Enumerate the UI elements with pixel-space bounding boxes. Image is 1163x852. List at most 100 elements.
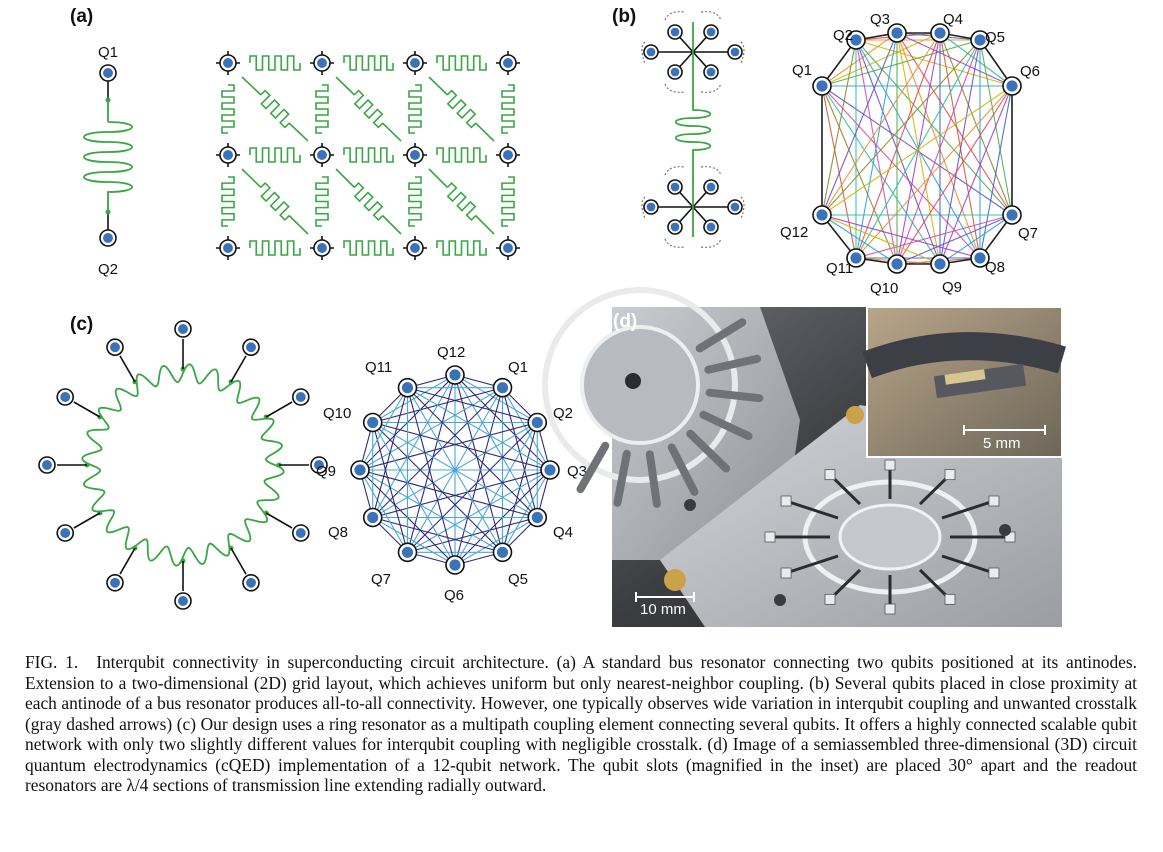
cluster-qubit: [667, 219, 683, 235]
crosstalk-arrow: [664, 166, 686, 176]
graph-label-q2: Q2: [833, 27, 853, 44]
panel-b-diagram: Q1 Q2 Q3 Q4 Q5 Q6 Q7 Q8 Q9 Q10 Q11 Q12: [641, 11, 1040, 297]
panel-label-b: (b): [612, 6, 636, 27]
grid-qubit: [406, 54, 424, 72]
crosstalk-arrow: [664, 11, 686, 21]
inset-slot: [862, 332, 1066, 379]
crosstalk-arrow: [641, 196, 646, 220]
graph-label-q10: Q10: [870, 280, 898, 297]
grid-qubit: [313, 239, 331, 257]
grid-qubit: [313, 54, 331, 72]
ring-qubit: [56, 388, 75, 406]
ring-qubit: [174, 320, 192, 338]
cluster-qubit: [703, 219, 719, 235]
graph-qubit-q5: [970, 30, 990, 50]
qubit-q1: [99, 64, 117, 82]
ring-qubit: [174, 592, 192, 610]
grid-qubit: [406, 146, 424, 164]
cluster-qubit: [667, 24, 683, 40]
panel-label-c: (c): [70, 314, 93, 335]
graph-label-q1: Q1: [792, 62, 812, 79]
ring-graph-qubit-q8: [362, 507, 383, 528]
ring-graph-label-q7: Q7: [371, 571, 391, 588]
graph-label-q7: Q7: [1018, 225, 1038, 242]
cluster-qubit: [643, 44, 659, 60]
graph-label-q5: Q5: [985, 29, 1005, 46]
grid-qubit: [313, 146, 331, 164]
all-to-all-connectivity-graph: Q1 Q2 Q3 Q4 Q5 Q6 Q7 Q8 Q9 Q10 Q11 Q12: [780, 11, 1040, 297]
plate-hole: [774, 594, 786, 606]
grid-qubit: [499, 239, 517, 257]
ring-resonator: [81, 363, 285, 567]
crosstalk-arrow: [664, 238, 686, 248]
ring-graph-qubit-q1: [492, 377, 513, 398]
crosstalk-arrow: [700, 83, 722, 93]
ring-graph-qubit-q6: [445, 555, 465, 575]
qubit-label-q2: Q2: [98, 261, 118, 278]
graph-qubit-q6: [1002, 76, 1022, 96]
caption-figure-id: FIG. 1.: [25, 652, 79, 672]
cluster-qubit: [727, 44, 743, 60]
grid-layout-diagram: [216, 51, 520, 260]
grid-qubit: [219, 54, 237, 72]
ring-qubit: [106, 338, 124, 357]
qubit-q2: [99, 229, 117, 247]
gold-screw-bottom: [664, 569, 686, 591]
cluster-qubit: [703, 179, 719, 195]
cluster-qubit: [667, 64, 683, 80]
ring-qubit: [56, 524, 75, 542]
grid-qubit: [219, 239, 237, 257]
inset-qubit-holder: [933, 363, 1027, 399]
cluster-qubit: [643, 199, 659, 215]
plate-hole: [999, 524, 1011, 536]
ring-graph-qubit-q12: [445, 365, 465, 385]
qubit-label-q1: Q1: [98, 44, 118, 61]
graph-qubit-q12: [812, 205, 832, 225]
inset-qubit-chip: [944, 369, 986, 385]
ring-qubit: [242, 573, 260, 592]
cluster-qubit: [667, 179, 683, 195]
graph-qubit-q3: [887, 23, 907, 43]
right-plate-inner: [838, 503, 942, 571]
scale-bar-main-label: 10 mm: [640, 601, 686, 618]
crosstalk-arrow: [700, 238, 722, 248]
cluster-qubit: [703, 24, 719, 40]
ring-graph-label-q10: Q10: [323, 405, 351, 422]
graph-qubit-q10: [887, 254, 907, 274]
graph-qubit-q1: [812, 76, 832, 96]
graph-qubit-q2: [846, 30, 866, 50]
ring-graph-label-q3: Q3: [567, 463, 587, 480]
graph-label-q9: Q9: [942, 279, 962, 296]
gold-screw-top: [846, 406, 864, 424]
crosstalk-arrow: [641, 41, 646, 65]
grid-qubit: [499, 146, 517, 164]
graph-label-q11: Q11: [826, 260, 853, 277]
cluster-qubit: [703, 64, 719, 80]
grid-qubit: [219, 146, 237, 164]
panel-d-photo: (d) 10 mm 5 mm: [542, 287, 1066, 627]
all-to-all-bus-diagram: [641, 11, 745, 248]
graph-label-q12: Q12: [780, 224, 808, 241]
plate-hole: [684, 499, 696, 511]
ring-graph-qubit-q5: [492, 542, 513, 563]
ring-qubit: [291, 524, 310, 542]
ring-graph-label-q12: Q12: [437, 344, 465, 361]
crosstalk-arrow: [740, 196, 745, 220]
figure-caption: FIG. 1. Interqubit connectivity in superc…: [25, 652, 1137, 796]
graph-label-q3: Q3: [870, 11, 890, 28]
graph-label-q4: Q4: [943, 11, 963, 28]
panel-label-a: (a): [70, 6, 93, 27]
ring-qubit: [38, 456, 56, 474]
ring-graph-qubit-q10: [362, 412, 383, 433]
graph-qubit-q8: [970, 248, 990, 268]
ring-graph-qubit-q11: [397, 377, 418, 398]
caption-text: Interqubit connectivity in superconducti…: [25, 652, 1137, 795]
left-plate-ring: [542, 287, 738, 483]
ring-graph-label-q4: Q4: [553, 524, 573, 541]
ring-graph-qubit-q4: [527, 507, 548, 528]
ring-graph-qubit-q2: [527, 412, 548, 433]
ring-graph-label-q11: Q11: [365, 359, 392, 376]
ring-graph-label-q9: Q9: [316, 463, 336, 480]
left-plate-inner: [580, 325, 700, 445]
ring-qubit: [242, 338, 260, 357]
